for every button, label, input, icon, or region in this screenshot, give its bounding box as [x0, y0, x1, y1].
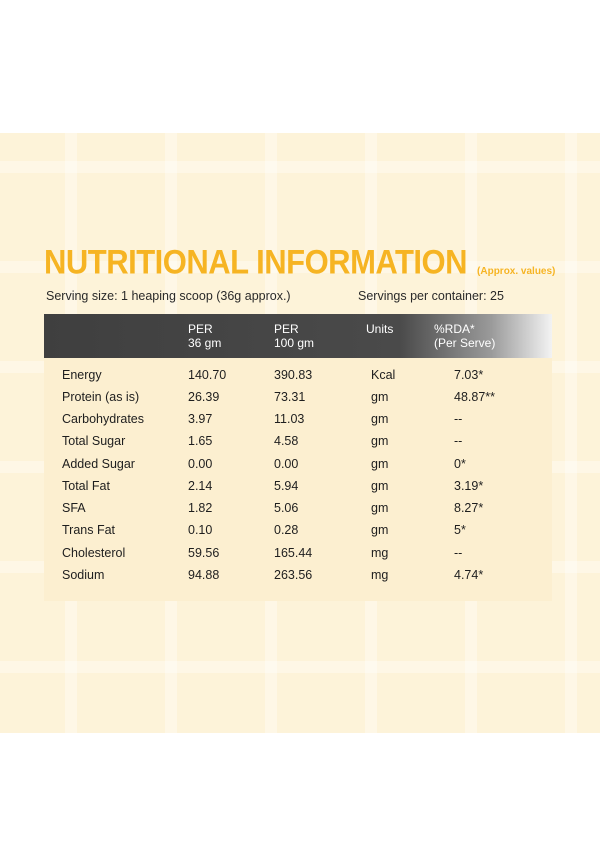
unit: gm [371, 434, 389, 448]
table-row: SFA 1.82 5.06 gm 8.27* [44, 497, 552, 519]
serving-size: Serving size: 1 heaping scoop (36g appro… [46, 289, 291, 303]
table-header: PER 36 gm PER 100 gm Units %RDA* (Per Se… [44, 314, 552, 358]
value-per-36gm: 2.14 [188, 479, 213, 493]
unit: gm [371, 412, 389, 426]
header-label: %RDA* [434, 322, 475, 336]
rda-value: 0* [454, 457, 466, 471]
unit: Kcal [371, 368, 396, 382]
nutrient-name: Protein (as is) [62, 390, 140, 404]
table-row: Trans Fat 0.10 0.28 gm 5* [44, 519, 552, 541]
unit: mg [371, 568, 389, 582]
header-label: 100 gm [274, 336, 315, 350]
table-row: Added Sugar 0.00 0.00 gm 0* [44, 453, 552, 475]
nutrient-name: Carbohydrates [62, 412, 144, 426]
value-per-100gm: 0.28 [274, 523, 299, 537]
value-per-100gm: 73.31 [274, 390, 306, 404]
unit: gm [371, 457, 389, 471]
nutrition-table: PER 36 gm PER 100 gm Units %RDA* (Per Se… [44, 314, 552, 601]
rda-value: 5* [454, 523, 466, 537]
value-per-100gm: 5.94 [274, 479, 299, 493]
table-row: Total Fat 2.14 5.94 gm 3.19* [44, 475, 552, 497]
rda-value: 7.03* [454, 368, 484, 382]
title-row: NUTRITIONAL INFORMATION (Approx. values) [44, 244, 556, 280]
unit: gm [371, 479, 389, 493]
nutrient-name: Energy [62, 368, 102, 382]
value-per-36gm: 1.82 [188, 501, 213, 515]
header-label: (Per Serve) [434, 336, 496, 350]
table-row: Sodium 94.88 263.56 mg 4.74* [44, 564, 552, 586]
value-per-36gm: 0.00 [188, 457, 213, 471]
nutrient-name: SFA [62, 501, 86, 515]
value-per-100gm: 4.58 [274, 434, 299, 448]
nutrient-name: Total Fat [62, 479, 110, 493]
rda-value: -- [454, 434, 463, 448]
unit: mg [371, 546, 389, 560]
table-row: Total Sugar 1.65 4.58 gm -- [44, 430, 552, 452]
value-per-100gm: 165.44 [274, 546, 313, 560]
nutrient-name: Cholesterol [62, 546, 126, 560]
value-per-36gm: 3.97 [188, 412, 213, 426]
nutrient-name: Added Sugar [62, 457, 135, 471]
header-per-36gm: PER 36 gm [188, 322, 221, 350]
header-rda: %RDA* (Per Serve) [434, 322, 495, 350]
value-per-100gm: 0.00 [274, 457, 299, 471]
table-row: Carbohydrates 3.97 11.03 gm -- [44, 408, 552, 430]
value-per-100gm: 390.83 [274, 368, 313, 382]
rda-value: -- [454, 412, 463, 426]
header-label: PER [188, 322, 213, 336]
value-per-36gm: 59.56 [188, 546, 220, 560]
rda-value: -- [454, 546, 463, 560]
value-per-100gm: 263.56 [274, 568, 313, 582]
value-per-36gm: 140.70 [188, 368, 227, 382]
rda-value: 3.19* [454, 479, 484, 493]
header-label: 36 gm [188, 336, 222, 350]
rda-value: 48.87** [454, 390, 496, 404]
servings-per-container: Servings per container: 25 [358, 289, 504, 303]
value-per-36gm: 1.65 [188, 434, 213, 448]
rda-value: 8.27* [454, 501, 484, 515]
value-per-36gm: 94.88 [188, 568, 220, 582]
value-per-36gm: 0.10 [188, 523, 213, 537]
header-label: PER [274, 322, 299, 336]
header-label: Units [366, 322, 394, 336]
unit: gm [371, 501, 389, 515]
value-per-36gm: 26.39 [188, 390, 220, 404]
nutrient-name: Sodium [62, 568, 105, 582]
table-row: Energy 140.70 390.83 Kcal 7.03* [44, 364, 552, 386]
value-per-100gm: 5.06 [274, 501, 299, 515]
page-subtitle: (Approx. values) [477, 266, 556, 277]
table-row: Cholesterol 59.56 165.44 mg -- [44, 542, 552, 564]
value-per-100gm: 11.03 [274, 412, 305, 426]
table-row: Protein (as is) 26.39 73.31 gm 48.87** [44, 386, 552, 408]
rda-value: 4.74* [454, 568, 484, 582]
page-title: NUTRITIONAL INFORMATION [44, 241, 468, 282]
nutrient-name: Trans Fat [62, 523, 116, 537]
header-per-100gm: PER 100 gm [274, 322, 314, 350]
unit: gm [371, 390, 389, 404]
unit: gm [371, 523, 389, 537]
nutrient-name: Total Sugar [62, 434, 126, 448]
header-units: Units [366, 322, 393, 336]
